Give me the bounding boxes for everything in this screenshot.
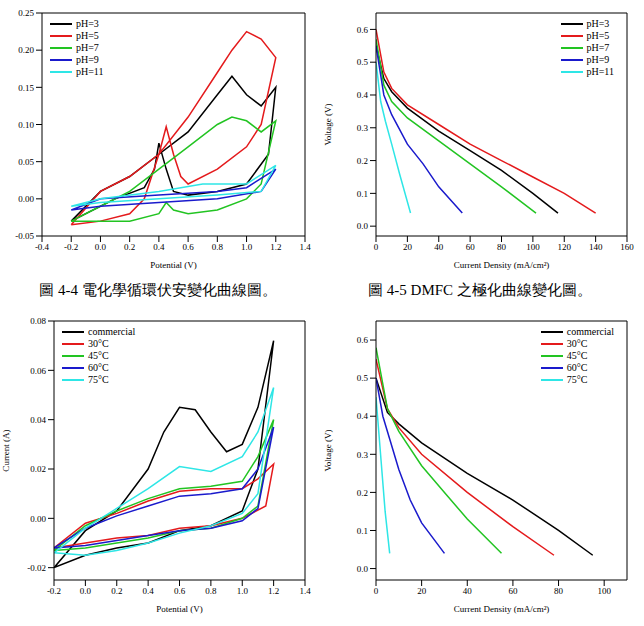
svg-text:0.0: 0.0 bbox=[95, 242, 107, 252]
svg-text:Current (A): Current (A) bbox=[1, 429, 11, 471]
svg-text:0.1: 0.1 bbox=[357, 526, 368, 536]
svg-text:20: 20 bbox=[403, 242, 413, 252]
svg-text:80: 80 bbox=[497, 242, 507, 252]
svg-text:Potential (V): Potential (V) bbox=[150, 260, 197, 270]
svg-text:0: 0 bbox=[374, 586, 379, 596]
svg-text:0.2: 0.2 bbox=[357, 156, 368, 166]
svg-text:0.0: 0.0 bbox=[357, 221, 369, 231]
html-text:pH=9: pH=9 bbox=[76, 54, 99, 65]
html-text:60°C: 60°C bbox=[566, 362, 588, 373]
svg-text:-0.4: -0.4 bbox=[35, 242, 50, 252]
svg-text:0.4: 0.4 bbox=[357, 411, 369, 421]
svg-text:0.2: 0.2 bbox=[111, 586, 122, 596]
svg-text:0.8: 0.8 bbox=[212, 242, 224, 252]
svg-text:60: 60 bbox=[508, 586, 517, 596]
svg-text:0.25: 0.25 bbox=[18, 8, 34, 18]
svg-text:0.6: 0.6 bbox=[174, 586, 186, 596]
html-text:pH=7: pH=7 bbox=[586, 42, 610, 53]
svg-text:0.05: 0.05 bbox=[18, 157, 34, 167]
svg-text:0.8: 0.8 bbox=[205, 586, 217, 596]
svg-text:40: 40 bbox=[463, 586, 473, 596]
svg-text:0.08: 0.08 bbox=[30, 316, 46, 326]
svg-text:0.02: 0.02 bbox=[30, 464, 46, 474]
svg-text:-0.05: -0.05 bbox=[15, 231, 34, 241]
svg-text:0.3: 0.3 bbox=[357, 123, 369, 133]
svg-text:100: 100 bbox=[526, 242, 540, 252]
html-text:60°C: 60°C bbox=[88, 362, 109, 373]
html-text:commercial: commercial bbox=[88, 326, 136, 337]
svg-text:0.0: 0.0 bbox=[80, 586, 92, 596]
svg-text:0.6: 0.6 bbox=[182, 242, 194, 252]
svg-text:100: 100 bbox=[597, 586, 611, 596]
svg-text:140: 140 bbox=[589, 242, 603, 252]
svg-text:1.4: 1.4 bbox=[299, 242, 311, 252]
html-text:30°C: 30°C bbox=[88, 338, 109, 349]
svg-text:0.10: 0.10 bbox=[18, 120, 34, 130]
svg-text:0.3: 0.3 bbox=[357, 450, 369, 460]
html-text:pH=11: pH=11 bbox=[586, 66, 614, 77]
svg-text:-0.02: -0.02 bbox=[27, 563, 46, 573]
html-text:pH=5: pH=5 bbox=[586, 30, 610, 41]
svg-text:0.20: 0.20 bbox=[18, 45, 34, 55]
html-text:pH=5: pH=5 bbox=[76, 30, 99, 41]
svg-text:0.1: 0.1 bbox=[357, 189, 368, 199]
svg-text:Voltage (V): Voltage (V) bbox=[323, 103, 333, 145]
svg-text:0.5: 0.5 bbox=[357, 57, 369, 67]
svg-text:Current Density (mA/cm²): Current Density (mA/cm²) bbox=[454, 604, 550, 614]
svg-text:60: 60 bbox=[466, 242, 476, 252]
svg-text:160: 160 bbox=[620, 242, 634, 252]
svg-text:0.06: 0.06 bbox=[30, 366, 46, 376]
html-text:圖 4-5 DMFC 之極化曲線變化圖。: 圖 4-5 DMFC 之極化曲線變化圖。 bbox=[368, 282, 592, 298]
svg-text:20: 20 bbox=[417, 586, 427, 596]
svg-text:0.6: 0.6 bbox=[357, 25, 369, 35]
html-text:pH=9: pH=9 bbox=[586, 54, 610, 65]
svg-text:40: 40 bbox=[434, 242, 444, 252]
html-text:pH=11: pH=11 bbox=[76, 66, 104, 77]
svg-text:Current Density (mA/cm²): Current Density (mA/cm²) bbox=[454, 260, 550, 270]
html-text:commercial: commercial bbox=[566, 326, 614, 337]
svg-text:-0.2: -0.2 bbox=[64, 242, 78, 252]
svg-text:0.4: 0.4 bbox=[357, 90, 369, 100]
svg-text:0.2: 0.2 bbox=[124, 242, 135, 252]
svg-text:1.0: 1.0 bbox=[241, 242, 253, 252]
svg-text:0.2: 0.2 bbox=[357, 488, 368, 498]
svg-text:120: 120 bbox=[558, 242, 572, 252]
svg-text:80: 80 bbox=[554, 586, 564, 596]
html-text:75°C: 75°C bbox=[566, 374, 588, 385]
svg-text:-0.2: -0.2 bbox=[47, 586, 61, 596]
html-text:圖 4-4 電化學循環伏安變化曲線圖。: 圖 4-4 電化學循環伏安變化曲線圖。 bbox=[39, 282, 277, 298]
svg-text:0: 0 bbox=[374, 242, 379, 252]
svg-text:1.0: 1.0 bbox=[237, 586, 249, 596]
svg-text:1.2: 1.2 bbox=[270, 242, 281, 252]
svg-text:0.6: 0.6 bbox=[357, 335, 369, 345]
html-text:30°C: 30°C bbox=[566, 338, 588, 349]
svg-text:1.2: 1.2 bbox=[268, 586, 279, 596]
svg-text:0.0: 0.0 bbox=[357, 564, 369, 574]
html-text:pH=7: pH=7 bbox=[76, 42, 99, 53]
svg-text:0.00: 0.00 bbox=[30, 514, 46, 524]
svg-text:0.5: 0.5 bbox=[357, 373, 369, 383]
html-text:45°C: 45°C bbox=[566, 350, 588, 361]
svg-text:0.00: 0.00 bbox=[18, 194, 34, 204]
html-text:75°C: 75°C bbox=[88, 374, 109, 385]
svg-text:0.4: 0.4 bbox=[153, 242, 165, 252]
html-text:pH=3: pH=3 bbox=[76, 18, 99, 29]
svg-text:0.4: 0.4 bbox=[143, 586, 155, 596]
svg-text:Potential (V): Potential (V) bbox=[156, 604, 203, 614]
html-text:pH=3: pH=3 bbox=[586, 18, 610, 29]
svg-text:Voltage (V): Voltage (V) bbox=[323, 429, 333, 471]
svg-text:0.04: 0.04 bbox=[30, 415, 46, 425]
svg-text:0.15: 0.15 bbox=[18, 83, 34, 93]
html-text:45°C: 45°C bbox=[88, 350, 109, 361]
svg-text:1.4: 1.4 bbox=[299, 586, 311, 596]
